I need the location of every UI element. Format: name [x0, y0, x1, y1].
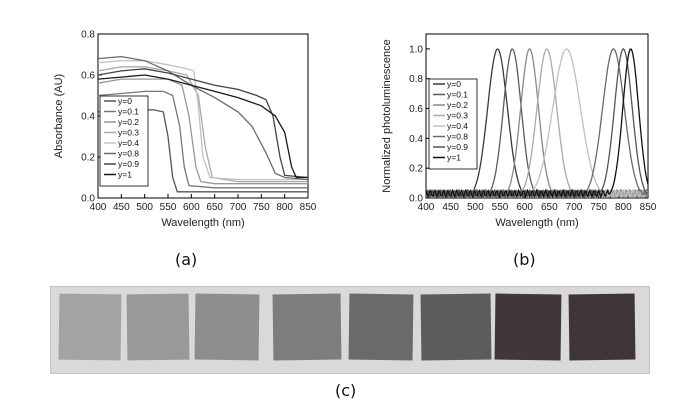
x-tick-label: 550	[160, 202, 177, 213]
series-line-y=0.9	[426, 48, 648, 198]
sample-film	[58, 293, 122, 361]
legend-entry: y=1	[447, 153, 461, 163]
plot-frame	[425, 33, 649, 199]
x-tick-label: 400	[418, 202, 435, 213]
x-tick-label: 450	[442, 202, 459, 213]
legend-entry: y=0.9	[447, 142, 468, 152]
series-line-y=0.8	[98, 55, 308, 181]
x-axis-label: Wavelength (nm)	[495, 217, 578, 229]
sample-film	[494, 293, 562, 361]
x-tick-label: 700	[566, 202, 583, 213]
y-tick-label: 1.0	[409, 44, 423, 55]
chart-photoluminescence: 400 450 500 550 600 650 700 750 800 850 0.0 0.2 0.4 0…	[381, 33, 657, 229]
y-tick-label: 0.2	[409, 164, 423, 175]
y-tick-label: 0.8	[81, 30, 95, 41]
x-tick-label: 850	[300, 202, 317, 213]
legend-entry: y=0.2	[118, 117, 139, 127]
series-line-y=0.9	[98, 68, 308, 179]
y-tick-label: 0.4	[409, 134, 423, 145]
y-tick-label: 0.0	[81, 194, 95, 205]
panel-label-a: (a)	[175, 250, 198, 269]
sample-film	[126, 293, 190, 361]
legend-entry: y=0.3	[118, 128, 139, 138]
legend-entry: y=0.8	[118, 149, 139, 159]
x-tick-label: 550	[492, 202, 509, 213]
y-tick-label: 0.0	[409, 194, 423, 205]
x-tick-label: 750	[590, 202, 607, 213]
legend-entry: y=0.8	[447, 132, 468, 142]
chart-absorbance: 400 450 500 550 600 650 700 750 800 850 0.0 0.2 0.4 0…	[53, 30, 317, 230]
legend-entry: y=1	[118, 170, 132, 180]
sample-film	[272, 293, 342, 361]
panel-label-c: (c)	[335, 381, 357, 400]
y-tick-label: 0.6	[409, 104, 423, 115]
sample-film	[420, 293, 492, 361]
series-line-y=1	[98, 74, 308, 179]
y-tick-label: 0.2	[81, 153, 95, 164]
x-tick-label: 650	[206, 202, 223, 213]
series-line-y=1	[426, 48, 648, 198]
legend-entry: y=0.4	[447, 121, 468, 131]
legend-entry: y=0.9	[118, 159, 139, 169]
legend-entry: y=0.1	[118, 107, 139, 117]
y-tick-label: 0.4	[81, 112, 95, 123]
x-tick-label: 650	[541, 202, 558, 213]
panel-label-b: (b)	[513, 250, 536, 269]
sample-film	[568, 293, 636, 361]
sample-photo	[50, 286, 650, 374]
x-tick-label: 450	[113, 202, 130, 213]
sample-film	[194, 293, 260, 361]
series-line-y=0.2	[98, 78, 308, 185]
x-tick-label: 600	[516, 202, 533, 213]
x-tick-label: 700	[230, 202, 247, 213]
series-line-y=0.1	[98, 90, 308, 189]
legend-entry: y=0.3	[447, 111, 468, 121]
x-axis-label: Wavelength (nm)	[161, 217, 244, 229]
x-tick-label: 400	[90, 202, 107, 213]
y-axis-label: Normalized photoluminescence	[381, 39, 393, 192]
legend-entry: y=0.1	[447, 90, 468, 100]
x-tick-label: 800	[276, 202, 293, 213]
sample-film	[348, 293, 414, 361]
x-tick-label: 800	[615, 202, 632, 213]
x-tick-label: 600	[183, 202, 200, 213]
x-tick-label: 500	[467, 202, 484, 213]
series-line-y=0.3	[98, 66, 308, 183]
y-axis-label: Absorbance (AU)	[53, 74, 65, 158]
legend-entry: y=0	[118, 96, 132, 106]
legend-entry: y=0	[447, 79, 461, 89]
legend-entry: y=0.4	[118, 138, 139, 148]
legend-entry: y=0.2	[447, 100, 468, 110]
x-tick-label: 500	[136, 202, 153, 213]
y-tick-label: 0.8	[409, 74, 423, 85]
x-tick-label: 750	[253, 202, 270, 213]
y-tick-label: 0.6	[81, 71, 95, 82]
x-tick-label: 850	[640, 202, 657, 213]
